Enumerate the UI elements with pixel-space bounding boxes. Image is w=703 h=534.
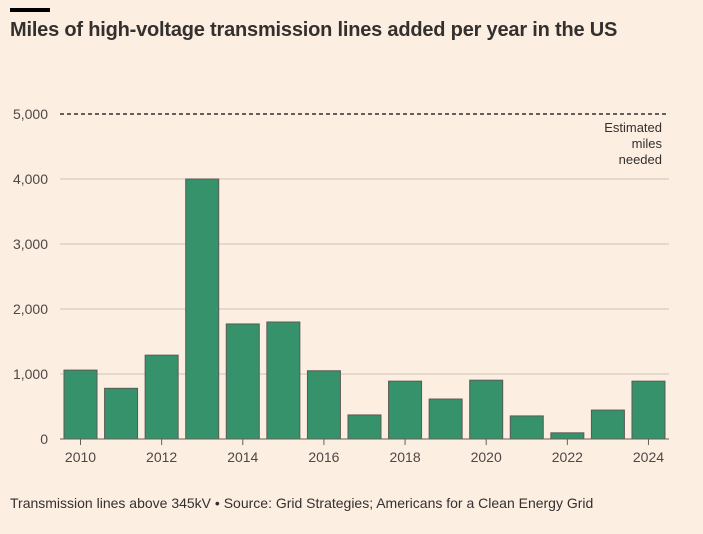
bar-2014 [225, 323, 260, 440]
chart-title: Miles of high-voltage transmission lines… [10, 19, 618, 41]
y-tick-label: 0 [40, 431, 48, 447]
x-tick-label: 2020 [471, 449, 502, 465]
y-tick-label: 2,000 [13, 301, 48, 317]
x-tick-label: 2018 [389, 449, 420, 465]
x-tick-label: 2016 [308, 449, 339, 465]
x-tick-label: 2024 [633, 449, 664, 465]
bar-2021 [509, 415, 544, 440]
y-tick-label: 5,000 [13, 106, 48, 122]
bar-2012 [144, 354, 179, 440]
bar-2015 [266, 321, 301, 440]
y-tick-label: 3,000 [13, 236, 48, 252]
bar-2013 [185, 178, 220, 440]
reference-label: miles [632, 136, 663, 151]
source-note: Transmission lines above 345kV • Source:… [10, 495, 594, 511]
x-tick-label: 2022 [552, 449, 583, 465]
bar-2010 [63, 369, 98, 440]
bar-2022 [550, 432, 585, 440]
bar-2019 [428, 398, 463, 440]
bar-2020 [469, 379, 504, 440]
bar-2016 [306, 370, 341, 440]
reference-label: Estimated [604, 120, 662, 135]
reference-label: needed [619, 152, 662, 167]
y-tick-label: 4,000 [13, 171, 48, 187]
x-tick-label: 2012 [146, 449, 177, 465]
brand-bar [10, 8, 50, 12]
bar-2024 [631, 380, 666, 440]
bar-2011 [104, 387, 139, 440]
bar-2023 [590, 409, 625, 440]
x-tick-label: 2010 [65, 449, 96, 465]
bar-2018 [388, 380, 423, 440]
bar-2017 [347, 414, 382, 440]
x-tick-label: 2014 [227, 449, 258, 465]
y-tick-label: 1,000 [13, 366, 48, 382]
